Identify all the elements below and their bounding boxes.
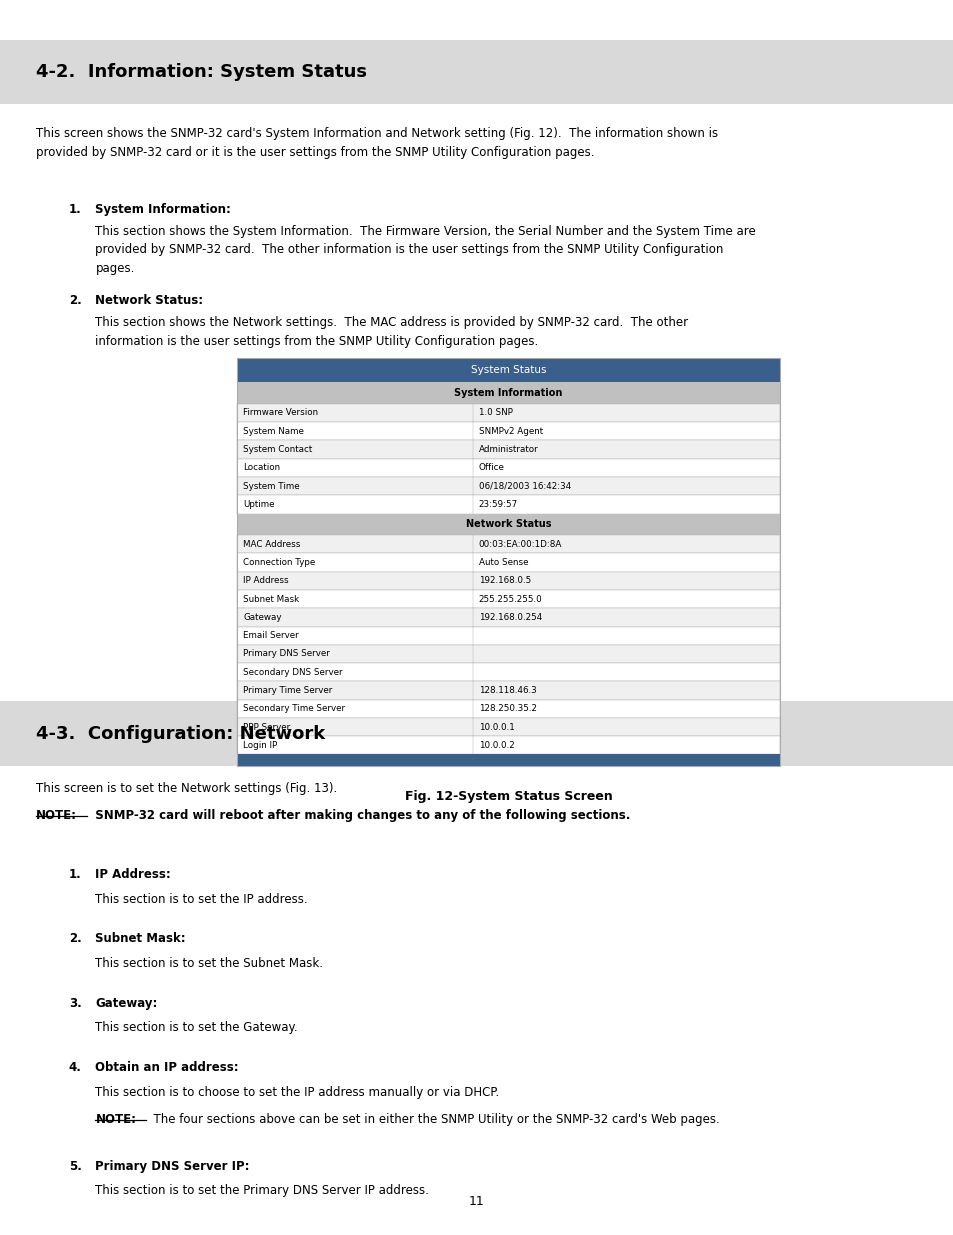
Bar [0, 40, 953, 104]
Text: 11: 11 [469, 1194, 484, 1208]
Bar [236, 682, 780, 700]
Bar [236, 358, 780, 383]
Bar [236, 358, 780, 766]
Text: This section shows the Network settings.  The MAC address is provided by SNMP-32: This section shows the Network settings.… [95, 316, 688, 348]
Text: 4-2.  Information: System Status: 4-2. Information: System Status [36, 63, 367, 80]
Text: 4.: 4. [69, 1061, 81, 1074]
Text: 1.0 SNP: 1.0 SNP [478, 409, 512, 417]
Text: MAC Address: MAC Address [243, 540, 300, 548]
Text: 2.: 2. [69, 932, 81, 946]
Text: This screen shows the SNMP-32 card's System Information and Network setting (Fig: This screen shows the SNMP-32 card's Sys… [36, 127, 718, 159]
Text: NOTE:: NOTE: [36, 809, 77, 823]
Bar [236, 755, 780, 766]
Text: Location: Location [243, 463, 280, 472]
Text: NOTE:: NOTE: [95, 1113, 136, 1126]
Text: Network Status:: Network Status: [95, 294, 203, 308]
Text: 1.: 1. [69, 868, 81, 882]
Bar [236, 663, 780, 682]
Bar [236, 383, 780, 404]
Text: Uptime: Uptime [243, 500, 274, 509]
Bar [236, 590, 780, 609]
Bar [236, 553, 780, 572]
Text: IP Address:: IP Address: [95, 868, 171, 882]
Bar [236, 422, 780, 441]
Text: System Contact: System Contact [243, 445, 313, 454]
Bar [236, 458, 780, 477]
Text: Primary DNS Server: Primary DNS Server [243, 650, 330, 658]
Text: 4-3.  Configuration: Network: 4-3. Configuration: Network [36, 725, 325, 742]
Text: 00:03:EA:00:1D:8A: 00:03:EA:00:1D:8A [478, 540, 561, 548]
Bar [0, 701, 953, 766]
Text: 23:59:57: 23:59:57 [478, 500, 517, 509]
Text: This section is to set the IP address.: This section is to set the IP address. [95, 893, 308, 906]
Text: Auto Sense: Auto Sense [478, 558, 528, 567]
Text: 192.168.0.254: 192.168.0.254 [478, 613, 541, 622]
Text: Firmware Version: Firmware Version [243, 409, 318, 417]
Bar [236, 495, 780, 514]
Text: Network Status: Network Status [465, 520, 551, 530]
Bar [236, 514, 780, 535]
Text: IP Address: IP Address [243, 577, 289, 585]
Bar [236, 535, 780, 553]
Text: System Information: System Information [454, 388, 562, 398]
Text: SNMPv2 Agent: SNMPv2 Agent [478, 427, 542, 436]
Bar [236, 609, 780, 626]
Text: This screen is to set the Network settings (Fig. 13).: This screen is to set the Network settin… [36, 782, 337, 795]
Bar [236, 477, 780, 495]
Text: This section is to choose to set the IP address manually or via DHCP.: This section is to choose to set the IP … [95, 1086, 499, 1099]
Text: This section is to set the Primary DNS Server IP address.: This section is to set the Primary DNS S… [95, 1184, 429, 1198]
Text: System Name: System Name [243, 427, 304, 436]
Text: 10.0.0.1: 10.0.0.1 [478, 722, 514, 731]
Text: 5.: 5. [69, 1160, 81, 1173]
Bar [236, 645, 780, 663]
Text: System Status: System Status [470, 366, 546, 375]
Bar [236, 736, 780, 755]
Bar [236, 441, 780, 458]
Text: 2.: 2. [69, 294, 81, 308]
Text: 255.255.255.0: 255.255.255.0 [478, 594, 542, 604]
Text: 128.250.35.2: 128.250.35.2 [478, 704, 537, 714]
Text: Subnet Mask: Subnet Mask [243, 594, 299, 604]
Text: Primary DNS Server IP:: Primary DNS Server IP: [95, 1160, 250, 1173]
Text: System Time: System Time [243, 482, 299, 490]
Text: Login IP: Login IP [243, 741, 277, 750]
Text: This section is to set the Gateway.: This section is to set the Gateway. [95, 1021, 297, 1035]
Text: 3.: 3. [69, 997, 81, 1010]
Text: System Information:: System Information: [95, 203, 231, 216]
Bar [236, 404, 780, 422]
Text: Fig. 12-System Status Screen: Fig. 12-System Status Screen [404, 790, 612, 803]
Bar [236, 700, 780, 718]
Bar [236, 572, 780, 590]
Text: Obtain an IP address:: Obtain an IP address: [95, 1061, 239, 1074]
Text: This section is to set the Subnet Mask.: This section is to set the Subnet Mask. [95, 957, 323, 971]
Text: This section shows the System Information.  The Firmware Version, the Serial Num: This section shows the System Informatio… [95, 225, 756, 274]
Text: The four sections above can be set in either the SNMP Utility or the SNMP-32 car: The four sections above can be set in ei… [146, 1113, 719, 1126]
Text: Secondary DNS Server: Secondary DNS Server [243, 668, 342, 677]
Text: Connection Type: Connection Type [243, 558, 315, 567]
Text: Email Server: Email Server [243, 631, 298, 640]
Text: 1.: 1. [69, 203, 81, 216]
Text: 128.118.46.3: 128.118.46.3 [478, 685, 536, 695]
Text: 10.0.0.2: 10.0.0.2 [478, 741, 514, 750]
Text: Administrator: Administrator [478, 445, 538, 454]
Bar [236, 626, 780, 645]
Text: PPP Server: PPP Server [243, 722, 291, 731]
Text: Secondary Time Server: Secondary Time Server [243, 704, 345, 714]
Bar [236, 718, 780, 736]
Text: Office: Office [478, 463, 504, 472]
Text: Gateway:: Gateway: [95, 997, 157, 1010]
Text: 06/18/2003 16:42:34: 06/18/2003 16:42:34 [478, 482, 571, 490]
Text: Primary Time Server: Primary Time Server [243, 685, 333, 695]
Text: Subnet Mask:: Subnet Mask: [95, 932, 186, 946]
Text: Gateway: Gateway [243, 613, 281, 622]
Text: SNMP-32 card will reboot after making changes to any of the following sections.: SNMP-32 card will reboot after making ch… [87, 809, 630, 823]
Text: 192.168.0.5: 192.168.0.5 [478, 577, 531, 585]
